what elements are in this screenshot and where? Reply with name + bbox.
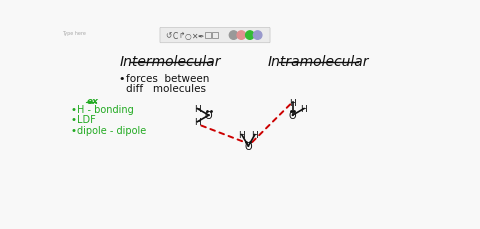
Text: •: • bbox=[71, 104, 77, 114]
Text: O: O bbox=[244, 141, 252, 151]
Text: H: H bbox=[194, 105, 201, 114]
Text: diff   molecules: diff molecules bbox=[126, 83, 206, 93]
Text: O: O bbox=[205, 111, 213, 121]
Circle shape bbox=[237, 32, 246, 40]
Text: forces  between: forces between bbox=[126, 74, 209, 83]
Text: ✕: ✕ bbox=[191, 31, 197, 40]
Circle shape bbox=[246, 32, 254, 40]
Text: H: H bbox=[194, 118, 201, 127]
Text: LDF: LDF bbox=[77, 115, 96, 125]
Text: •: • bbox=[118, 74, 125, 83]
Text: C: C bbox=[173, 31, 178, 40]
Circle shape bbox=[229, 32, 238, 40]
Text: dipole - dipole: dipole - dipole bbox=[77, 126, 146, 136]
Text: ↺: ↺ bbox=[165, 31, 172, 40]
Text: Intermolecular: Intermolecular bbox=[120, 55, 222, 69]
Text: •: • bbox=[71, 126, 77, 136]
Text: ✒: ✒ bbox=[197, 31, 204, 40]
Text: O: O bbox=[288, 111, 296, 121]
Text: H: H bbox=[300, 105, 307, 114]
Text: ex: ex bbox=[86, 96, 98, 105]
Text: H - bonding: H - bonding bbox=[77, 104, 134, 114]
Circle shape bbox=[253, 32, 262, 40]
Bar bbox=[205, 33, 211, 39]
Text: H: H bbox=[289, 98, 296, 107]
Text: H: H bbox=[252, 131, 258, 139]
Text: ○: ○ bbox=[185, 31, 191, 40]
Text: H: H bbox=[239, 131, 245, 139]
Text: •: • bbox=[71, 115, 77, 125]
FancyBboxPatch shape bbox=[160, 28, 270, 44]
Text: ↱: ↱ bbox=[179, 31, 185, 40]
Bar bbox=[212, 33, 218, 39]
Text: Intramolecular: Intramolecular bbox=[267, 55, 369, 69]
Text: Type here: Type here bbox=[61, 30, 85, 35]
